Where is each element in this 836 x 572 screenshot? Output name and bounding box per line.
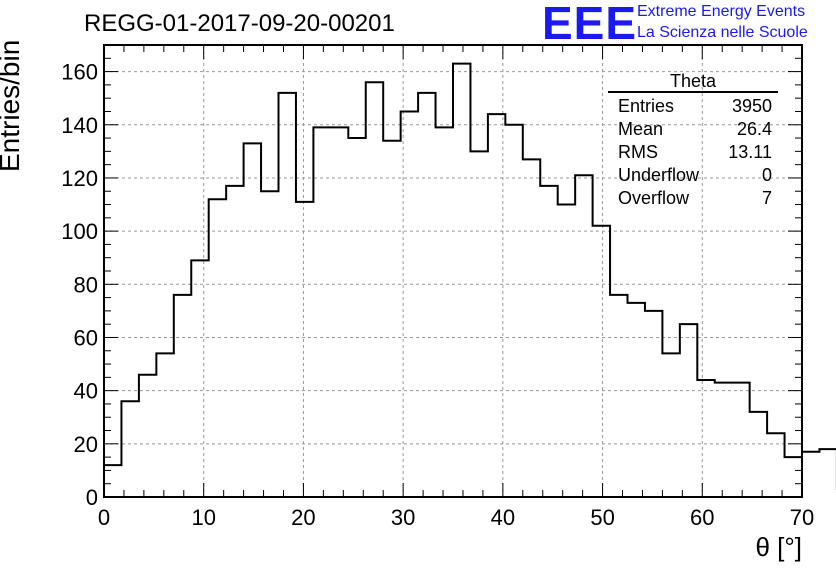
stats-title: Theta (608, 71, 778, 93)
logo-line-2: La Scienza nelle Scuole (637, 24, 808, 41)
chart-title: REGG-01-2017-09-20-00201 (84, 10, 395, 37)
y-tick-label: 140 (61, 113, 98, 138)
y-tick-label: 20 (74, 432, 98, 457)
stats-label: Entries (618, 96, 675, 116)
stats-value: 13.11 (728, 142, 772, 162)
x-tick-label: 70 (790, 505, 814, 530)
stats-value: 0 (761, 165, 772, 185)
x-axis-label: θ [°] (755, 532, 802, 562)
y-tick-label: 40 (74, 379, 98, 404)
x-tick-label: 40 (491, 505, 515, 530)
stats-row-overflow: Overflow 7 (608, 187, 778, 210)
x-tick-label: 30 (391, 505, 415, 530)
y-tick-label: 60 (74, 325, 98, 350)
y-tick-label: 80 (74, 272, 98, 297)
stats-box: Theta Entries 3950 Mean 26.4 RMS 13.11 U… (608, 71, 778, 210)
y-tick-label: 0 (86, 485, 98, 510)
stats-label: Underflow (618, 165, 700, 185)
stats-value: 3950 (731, 96, 772, 116)
y-axis-label: Entries/bin (0, 39, 25, 172)
histogram-step-line (104, 62, 836, 491)
x-tick-label: 20 (291, 505, 315, 530)
x-tick-label: 0 (98, 505, 110, 530)
y-tick-label: 100 (61, 219, 98, 244)
logo-line-1: Extreme Energy Events (637, 3, 806, 20)
stats-label: Overflow (618, 188, 690, 208)
stats-label: RMS (618, 142, 658, 162)
axis-ticks (103, 44, 803, 498)
y-tick-label: 120 (61, 166, 98, 191)
x-tick-labels: 0 10 20 30 40 50 60 70 (98, 505, 814, 530)
eee-logo: EEE (542, 0, 638, 49)
stats-row-underflow: Underflow 0 (608, 164, 778, 187)
stats-row-rms: RMS 13.11 (608, 141, 778, 164)
stats-value: 7 (761, 188, 772, 208)
stats-value: 26.4 (736, 119, 772, 139)
x-tick-label: 10 (191, 505, 215, 530)
y-tick-labels: 0 20 40 60 80 100 120 140 160 (61, 60, 98, 510)
x-tick-label: 60 (690, 505, 714, 530)
stats-row-mean: Mean 26.4 (608, 118, 778, 141)
stats-label: Mean (618, 119, 664, 139)
y-tick-label: 160 (61, 60, 98, 85)
stats-row-entries: Entries 3950 (608, 95, 778, 118)
x-tick-label: 50 (590, 505, 614, 530)
